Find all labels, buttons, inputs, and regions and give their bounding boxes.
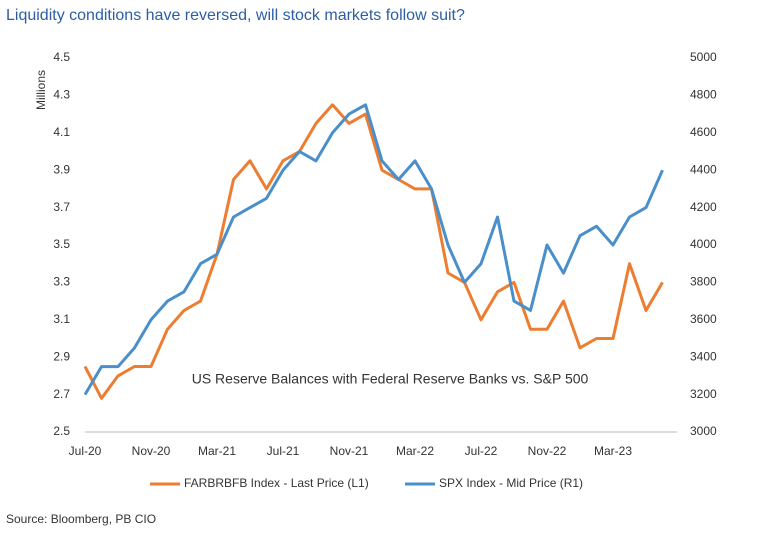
y2-tick-label: 3800 — [690, 275, 717, 289]
x-tick-label: Nov-22 — [528, 444, 567, 458]
y2-tick-label: 4200 — [690, 200, 717, 214]
line-series — [83, 103, 664, 400]
chart-title: Liquidity conditions have reversed, will… — [6, 7, 465, 24]
y-tick-label: 4.1 — [53, 125, 70, 139]
x-tick-label: Nov-21 — [330, 444, 369, 458]
source: Source: Bloomberg, PB CIO — [6, 512, 156, 526]
y-tick-label: 2.9 — [53, 349, 70, 363]
y2-tick-label: 3200 — [690, 387, 717, 401]
y-tick-label: 3.3 — [53, 275, 70, 289]
y2-tick-label: 4000 — [690, 237, 717, 251]
x-tick-label: Nov-20 — [132, 444, 171, 458]
y2-tick-label: 3600 — [690, 312, 717, 326]
y2-tick-label: 5000 — [690, 50, 717, 64]
y-tick-label: 4.3 — [53, 88, 70, 102]
y-axis-label: Millions — [34, 70, 48, 110]
y-tick-label: 3.9 — [53, 162, 70, 176]
y2-tick-label: 4600 — [690, 125, 717, 139]
y-tick-label: 2.5 — [53, 424, 70, 438]
annotation: US Reserve Balances with Federal Reserve… — [192, 371, 589, 387]
y2-tick-label: 3400 — [690, 349, 717, 363]
y-tick-label: 3.5 — [53, 237, 70, 251]
y-tick-label: 3.1 — [53, 312, 70, 326]
y2-tick-label: 3000 — [690, 424, 717, 438]
y2-tick-label: 4400 — [690, 162, 717, 176]
x-tick-label: Mar-23 — [594, 444, 632, 458]
legend-label: FARBRBFB Index - Last Price (L1) — [184, 476, 369, 490]
x-tick-label: Mar-21 — [198, 444, 236, 458]
x-tick-label: Mar-22 — [396, 444, 434, 458]
y-tick-label: 2.7 — [53, 387, 70, 401]
y-tick-label: 3.7 — [53, 200, 70, 214]
y-tick-label: 4.5 — [53, 50, 70, 64]
x-tick-label: Jul-20 — [69, 444, 102, 458]
x-tick-label: Jul-22 — [465, 444, 498, 458]
x-tick-label: Jul-21 — [267, 444, 300, 458]
legend-label: SPX Index - Mid Price (R1) — [439, 476, 583, 490]
line-series — [83, 103, 664, 396]
y2-tick-label: 4800 — [690, 88, 717, 102]
